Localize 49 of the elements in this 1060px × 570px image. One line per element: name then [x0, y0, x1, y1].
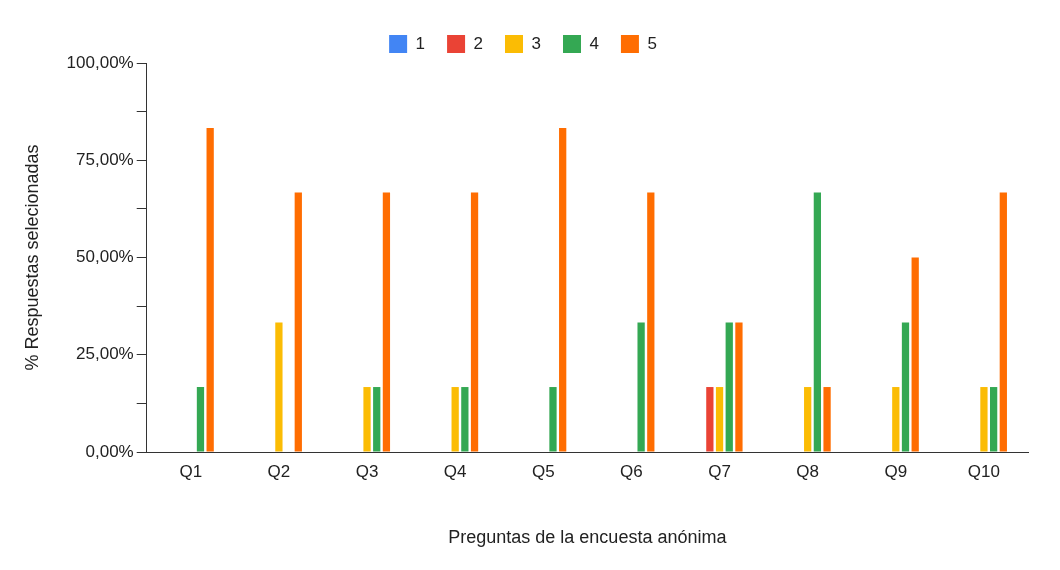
- x-axis-title: Preguntas de la encuesta anónima: [448, 527, 728, 548]
- y-tick-label: 50,00%: [76, 247, 134, 267]
- bar: [275, 322, 283, 452]
- bar: [196, 387, 205, 452]
- bar: [647, 192, 655, 452]
- bar: [470, 192, 479, 452]
- bar: [559, 127, 567, 452]
- x-tick-label: Q7: [708, 461, 731, 481]
- x-tick-label: Q4: [443, 461, 467, 481]
- bar: [911, 257, 919, 452]
- x-tick-label: Q9: [884, 461, 908, 481]
- bar: [206, 127, 214, 452]
- legend-label: 4: [589, 33, 599, 53]
- y-tick-label: 75,00%: [76, 149, 134, 169]
- legend-label: 5: [647, 33, 657, 53]
- bar: [725, 322, 733, 452]
- x-tick-label: Q3: [355, 461, 379, 481]
- bar: [892, 387, 900, 452]
- legend-label: 1: [415, 33, 426, 53]
- legend-label: 2: [473, 33, 484, 53]
- bar: [980, 387, 988, 452]
- x-tick-label: Q10: [967, 461, 1001, 481]
- bar: [989, 387, 998, 452]
- bar: [373, 387, 381, 452]
- bar: [363, 387, 371, 452]
- y-tick-label: 25,00%: [76, 344, 134, 364]
- y-tick-label: 0,00%: [85, 441, 134, 461]
- y-tick-label: 100,00%: [66, 52, 134, 72]
- x-tick-label: Q8: [796, 461, 820, 481]
- y-axis-title: % Respuestas selecionadas: [21, 144, 42, 371]
- bar: [823, 387, 831, 452]
- bar: [382, 192, 391, 452]
- bar: [901, 322, 910, 452]
- x-tick-label: Q6: [620, 461, 643, 481]
- x-tick-label: Q5: [531, 461, 555, 481]
- bar: [461, 387, 469, 452]
- bar: [549, 387, 557, 452]
- bar: [999, 192, 1007, 452]
- bar: [813, 192, 822, 452]
- bar: [715, 387, 724, 452]
- x-tick-label: Q2: [267, 461, 291, 481]
- bar: [735, 322, 743, 452]
- bar: [637, 322, 645, 452]
- bar: [451, 387, 459, 452]
- x-tick-label: Q1: [179, 461, 203, 481]
- bar: [294, 192, 302, 452]
- bar: [706, 387, 714, 452]
- legend-label: 3: [531, 33, 541, 53]
- bar: [804, 387, 812, 452]
